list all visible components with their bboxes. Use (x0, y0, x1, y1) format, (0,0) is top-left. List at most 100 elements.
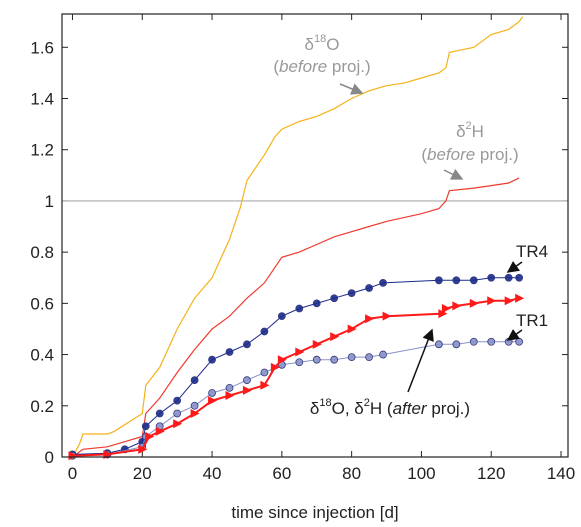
data-point (434, 276, 443, 285)
data-point (347, 353, 356, 362)
x-tick-label: 60 (272, 464, 291, 483)
arrow (407, 328, 434, 393)
annotation: TR4 (516, 242, 548, 261)
data-point (225, 383, 234, 392)
x-tick-label: 80 (342, 464, 361, 483)
data-point (469, 298, 479, 308)
data-point (295, 358, 304, 367)
series-line (72, 177, 520, 458)
data-point (469, 276, 478, 285)
annotation: δ18O, δ2H (after proj.) (310, 397, 470, 418)
arrow (506, 329, 523, 341)
data-point (504, 296, 514, 306)
data-point (173, 409, 182, 418)
data-point (68, 451, 78, 461)
data-point (469, 337, 478, 346)
data-point (330, 355, 339, 364)
data-point (190, 408, 200, 418)
arrow (443, 168, 464, 180)
data-point (438, 309, 448, 319)
data-point (243, 376, 251, 385)
data-point (487, 273, 496, 282)
data-point (138, 444, 148, 454)
data-point (312, 355, 321, 364)
data-point (379, 350, 387, 359)
data-point (312, 299, 321, 308)
data-point (347, 324, 357, 334)
data-point (277, 312, 286, 321)
data-point (379, 278, 387, 287)
annotation: (before proj.) (273, 57, 370, 76)
data-point (270, 362, 280, 372)
data-point (434, 340, 443, 349)
data-point (441, 303, 451, 313)
data-point (452, 340, 461, 349)
x-axis-label: time since injection [d] (231, 503, 398, 522)
data-point (243, 340, 251, 349)
data-point (382, 311, 392, 321)
data-point (208, 389, 216, 397)
data-point (295, 304, 304, 313)
data-point (141, 422, 150, 431)
series-line (72, 277, 520, 455)
data-point (487, 296, 497, 306)
data-point (515, 293, 525, 303)
data-point (225, 391, 235, 401)
y-tick-label: 0.6 (30, 294, 54, 313)
series-line (72, 297, 520, 457)
x-tick-label: 40 (203, 464, 222, 483)
y-tick-label: 0.8 (30, 243, 54, 262)
data-point (365, 314, 375, 324)
data-point (365, 284, 373, 292)
data-point (312, 339, 322, 349)
data-point (295, 347, 305, 357)
y-tick-label: 1.2 (30, 141, 54, 160)
y-tick-label: 1 (45, 192, 54, 211)
data-point (145, 432, 155, 442)
data-point (504, 273, 513, 282)
frame (61, 13, 569, 458)
arrow (506, 261, 523, 273)
data-point (190, 401, 199, 410)
x-tick-label: 20 (133, 464, 152, 483)
data-point (277, 355, 287, 365)
plot-area: 0 20 40 60 80 100 120 140 0 0.2 0.4 0.6 0.8 1 1.2 1.4 1.… (30, 14, 575, 483)
data-point (173, 396, 182, 405)
data-point (225, 348, 234, 356)
data-point (260, 368, 269, 377)
annotation: δ18O (305, 33, 340, 54)
data-point (155, 409, 164, 418)
data-point (365, 353, 373, 362)
y-tick-label: 0 (45, 448, 54, 467)
data-point (487, 337, 496, 346)
y-tick-label: 1.4 (30, 90, 54, 109)
data-point (452, 301, 462, 311)
data-point (260, 380, 270, 390)
annotation: (before proj.) (421, 145, 518, 164)
data-point (208, 355, 216, 364)
data-point (260, 327, 269, 336)
x-tick-label: 140 (547, 464, 575, 483)
annotation: δ2H (456, 120, 484, 141)
data-point (173, 419, 183, 429)
data-point (330, 294, 339, 303)
x-tick-label: 0 (68, 464, 77, 483)
annotation: TR1 (516, 311, 548, 330)
data-point (242, 385, 252, 395)
series-line (71, 16, 524, 458)
y-tick-label: 0.4 (30, 346, 54, 365)
data-point (190, 376, 199, 385)
x-tick-label: 120 (477, 464, 505, 483)
arrow (339, 83, 364, 95)
x-tick-label: 100 (407, 464, 435, 483)
y-tick-label: 0.2 (30, 397, 54, 416)
y-tick-label: 1.6 (30, 38, 54, 57)
data-point (330, 332, 340, 342)
data-point (515, 273, 524, 282)
data-point (452, 276, 461, 285)
data-point (208, 396, 218, 406)
data-point (515, 337, 524, 346)
data-point (155, 426, 165, 436)
data-point (347, 289, 356, 298)
